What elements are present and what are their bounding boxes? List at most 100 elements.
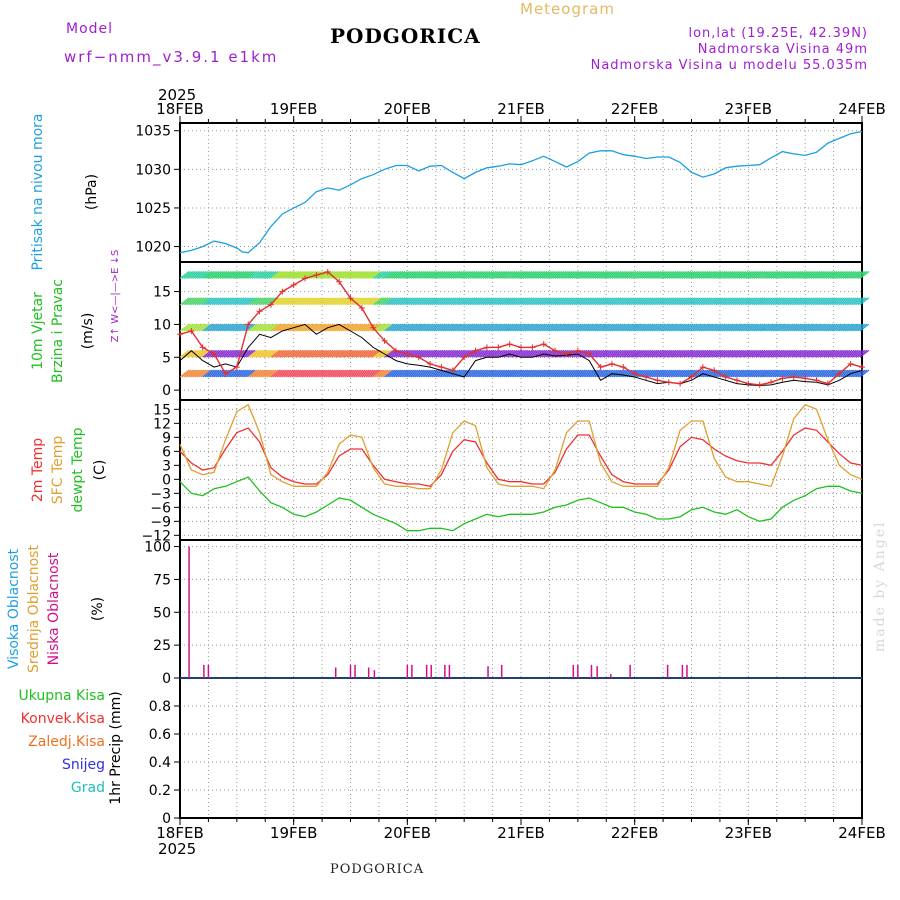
wind-barb bbox=[365, 297, 375, 306]
wind-barb bbox=[588, 369, 599, 378]
wind-barb bbox=[736, 297, 747, 306]
wind-barb bbox=[537, 369, 548, 378]
x-tick-label-bottom: 22FEB bbox=[611, 824, 658, 842]
wind-barb bbox=[297, 297, 307, 306]
wind-barb bbox=[283, 349, 294, 358]
wind-barb bbox=[526, 297, 537, 306]
wind-barb bbox=[787, 369, 798, 378]
wind-barb bbox=[496, 369, 506, 378]
wind-barb bbox=[808, 271, 819, 279]
wind-barb bbox=[448, 271, 459, 279]
wind-barb bbox=[344, 349, 355, 358]
wind-barb bbox=[710, 297, 720, 306]
wind-barb bbox=[810, 271, 821, 279]
wind-barb bbox=[694, 297, 705, 306]
gust-marker bbox=[177, 331, 183, 338]
gust-marker bbox=[245, 321, 252, 328]
gust-marker bbox=[597, 364, 604, 371]
wind-barb bbox=[657, 323, 667, 332]
wind-y-tick-label: 0 bbox=[162, 383, 171, 399]
gust-marker bbox=[381, 337, 388, 344]
wind-barb bbox=[677, 323, 688, 332]
wind-barb bbox=[299, 271, 309, 279]
wind-barb bbox=[412, 271, 423, 279]
wind-barb bbox=[240, 369, 250, 378]
wind-barb bbox=[367, 349, 377, 358]
wind-barb bbox=[389, 369, 400, 378]
wind-barb bbox=[535, 297, 546, 306]
wind-barb bbox=[719, 369, 730, 378]
wind-barb bbox=[537, 297, 548, 306]
wind-barb bbox=[782, 271, 792, 279]
wind-barb bbox=[348, 323, 358, 332]
wind-barb bbox=[685, 369, 696, 378]
wind-barb bbox=[579, 271, 590, 279]
wind-barb bbox=[723, 349, 734, 358]
wind-barb bbox=[469, 369, 480, 378]
wind-barb bbox=[215, 297, 226, 306]
wind-barb bbox=[319, 349, 330, 358]
wind-barb bbox=[706, 271, 716, 279]
wind-barb bbox=[359, 297, 370, 306]
wind-barb bbox=[276, 271, 286, 279]
wind-barb bbox=[755, 349, 766, 358]
wind-barb bbox=[388, 297, 398, 306]
wind-barb bbox=[823, 297, 834, 306]
wind-barb bbox=[717, 323, 728, 332]
wind-barb bbox=[761, 271, 771, 279]
wind-barb bbox=[363, 369, 374, 378]
wind-barb bbox=[418, 297, 429, 306]
wind-barb bbox=[657, 297, 667, 306]
wind-barb bbox=[496, 349, 506, 358]
wind-barb bbox=[516, 323, 527, 332]
wind-barb bbox=[636, 323, 646, 332]
wind-barb bbox=[806, 369, 817, 378]
wind-barb bbox=[604, 369, 614, 378]
wind-barb bbox=[607, 349, 618, 358]
wind-barb bbox=[278, 369, 288, 378]
wind-barb bbox=[253, 369, 264, 378]
wind-barb bbox=[236, 369, 247, 378]
wind-barb bbox=[857, 323, 868, 332]
wind-barb bbox=[372, 271, 383, 279]
wind-barb bbox=[812, 271, 823, 279]
wind-barb bbox=[461, 323, 472, 332]
wind-barb bbox=[624, 349, 635, 358]
wind-barb bbox=[376, 369, 387, 378]
wind-barb bbox=[289, 369, 300, 378]
wind-barb bbox=[386, 271, 396, 279]
wind-barb bbox=[621, 271, 631, 279]
wind-barb bbox=[477, 297, 487, 306]
wind-barb bbox=[537, 349, 548, 358]
wind-barb bbox=[685, 271, 696, 279]
wind-barb bbox=[859, 297, 870, 306]
wind-barb bbox=[236, 349, 247, 358]
wind-barb bbox=[437, 323, 447, 332]
wind-barb bbox=[206, 369, 216, 378]
wind-barb bbox=[196, 323, 207, 332]
wind-barb bbox=[336, 271, 347, 279]
wind-barb bbox=[200, 297, 211, 306]
wind-barb bbox=[636, 349, 646, 358]
wind-barb bbox=[310, 369, 321, 378]
wind-barb bbox=[306, 369, 317, 378]
wind-barb bbox=[533, 297, 544, 306]
wind-barb bbox=[321, 349, 332, 358]
wind-barb bbox=[179, 297, 190, 306]
wind-barb bbox=[596, 349, 607, 358]
wind-barb bbox=[393, 369, 404, 378]
wind-barb bbox=[774, 369, 785, 378]
wind-barb bbox=[416, 369, 427, 378]
wind-barb bbox=[628, 323, 639, 332]
wind-barb bbox=[677, 349, 688, 358]
wind-barb bbox=[492, 297, 502, 306]
wind-barb bbox=[257, 271, 267, 279]
wind-barb bbox=[327, 349, 338, 358]
wind-barb bbox=[198, 369, 209, 378]
wind-barb bbox=[259, 297, 269, 306]
wind-barb bbox=[405, 271, 415, 279]
wind-barb bbox=[348, 369, 358, 378]
wind-barb bbox=[545, 369, 555, 378]
wind-barb bbox=[748, 323, 758, 332]
wind-barb bbox=[251, 297, 262, 306]
